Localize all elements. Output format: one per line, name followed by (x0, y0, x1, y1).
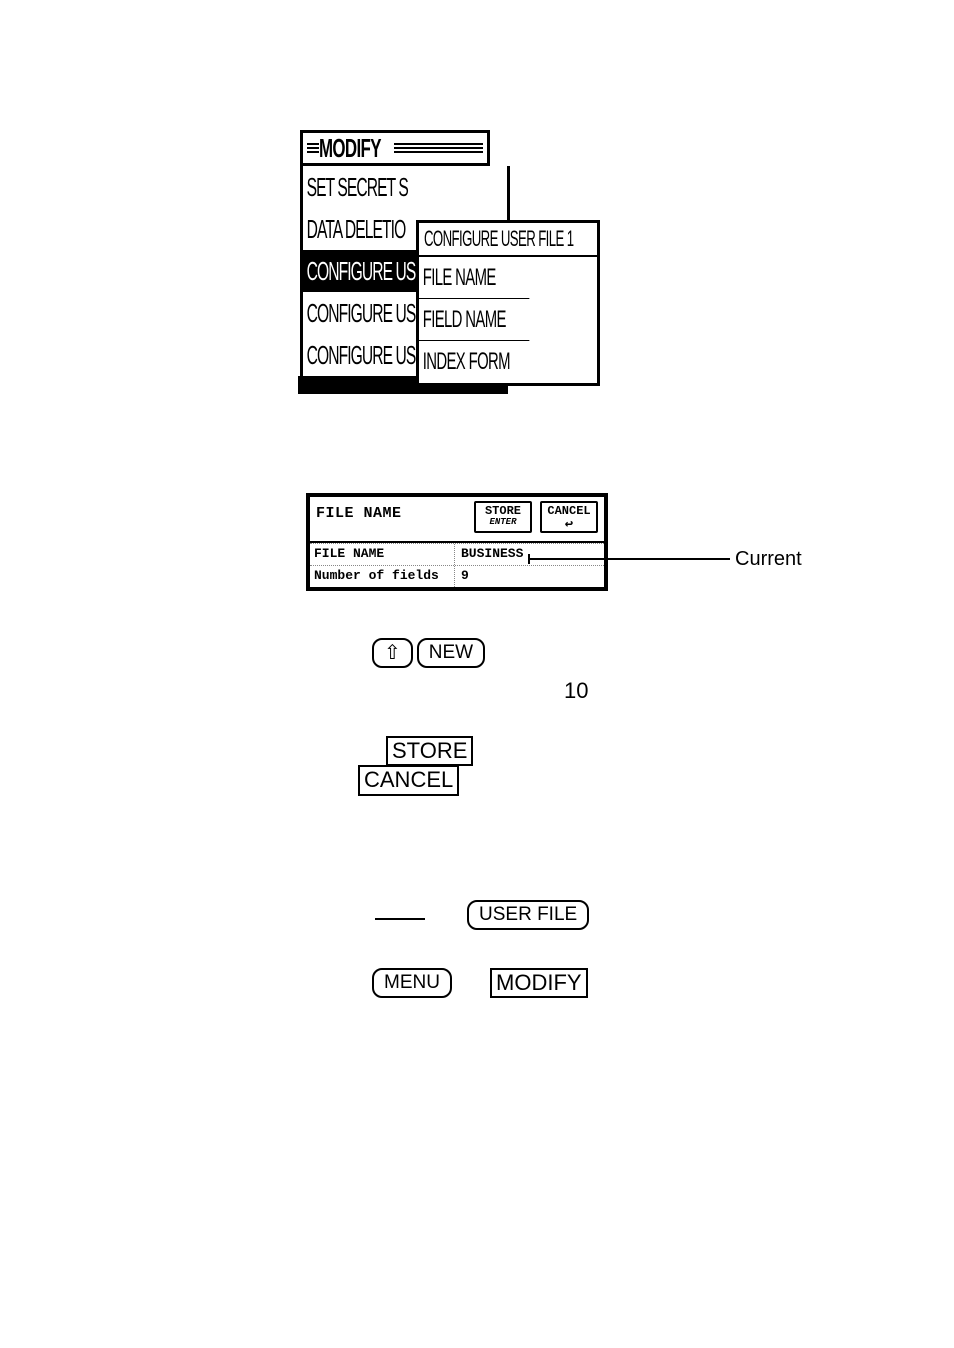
dialog-row-fields: Number of fields 9 (310, 565, 604, 587)
submenu: CONFIGURE USER FILE 1 FILE NAME FIELD NA… (416, 220, 600, 386)
user-file-key[interactable]: USER FILE (467, 900, 589, 930)
menu-item-set-secret[interactable]: SET SECRET S (303, 166, 425, 208)
step-number: 10 (564, 678, 588, 704)
modify-title: MODIFY (319, 133, 381, 164)
menu-area: SET SECRET S DATA DELETIO CONFIGURE US C… (300, 166, 600, 394)
callout-line (530, 558, 730, 560)
dialog-row-filename: FILE NAME BUSINESS (310, 543, 604, 565)
store-label: STORE (485, 504, 521, 518)
modify-key-wrap: MODIFY (490, 968, 588, 998)
key-combo-shift-new: ⇧ NEW (372, 638, 485, 668)
fields-label: Number of fields (310, 566, 455, 587)
modify-header: MODIFY (300, 130, 490, 166)
new-key[interactable]: NEW (417, 638, 485, 668)
cancel-arrow-icon: ↩ (565, 517, 573, 533)
callout-current: Current (735, 548, 802, 571)
modify-key[interactable]: MODIFY (490, 968, 588, 998)
file-name-dialog: FILE NAME STORE ENTER CANCEL ↩ FILE NAME… (306, 493, 608, 591)
submenu-field-name[interactable]: FIELD NAME (419, 299, 529, 341)
cancel-button[interactable]: CANCEL ↩ (540, 501, 598, 533)
store-button[interactable]: STORE ENTER (474, 501, 532, 533)
store-cancel-keys: STORE CANCEL (358, 736, 473, 796)
shift-key[interactable]: ⇧ (372, 638, 413, 668)
filename-label: FILE NAME (310, 544, 455, 565)
submenu-index-form[interactable]: INDEX FORM (419, 341, 529, 383)
lcd-menu-screen: MODIFY SET SECRET S DATA DELETIO CONFIGU… (300, 130, 600, 394)
shift-arrow-icon: ⇧ (384, 643, 401, 663)
menu-key[interactable]: MENU (372, 968, 452, 998)
menu-item-configure-1[interactable]: CONFIGURE US (303, 250, 425, 292)
submenu-header: CONFIGURE USER FILE 1 (419, 223, 597, 257)
menu-item-data-deletion[interactable]: DATA DELETIO (303, 208, 425, 250)
menu-key-wrap: MENU (372, 968, 452, 998)
submenu-title: CONFIGURE USER FILE 1 (424, 226, 573, 252)
submenu-file-name[interactable]: FILE NAME (419, 257, 529, 299)
blank-underline (375, 918, 425, 920)
cancel-label: CANCEL (547, 504, 590, 518)
cancel-key[interactable]: CANCEL (358, 765, 459, 795)
menu-item-configure-2[interactable]: CONFIGURE US (303, 292, 425, 334)
menu-item-configure-3[interactable]: CONFIGURE USER FILE 3 F (303, 334, 425, 376)
dialog-header: FILE NAME STORE ENTER CANCEL ↩ (310, 497, 604, 543)
fields-value[interactable]: 9 (455, 566, 604, 587)
dialog-title: FILE NAME (316, 501, 402, 522)
user-file-key-wrap: USER FILE (467, 900, 589, 930)
store-sublabel: ENTER (480, 518, 526, 527)
store-key[interactable]: STORE (386, 736, 473, 766)
